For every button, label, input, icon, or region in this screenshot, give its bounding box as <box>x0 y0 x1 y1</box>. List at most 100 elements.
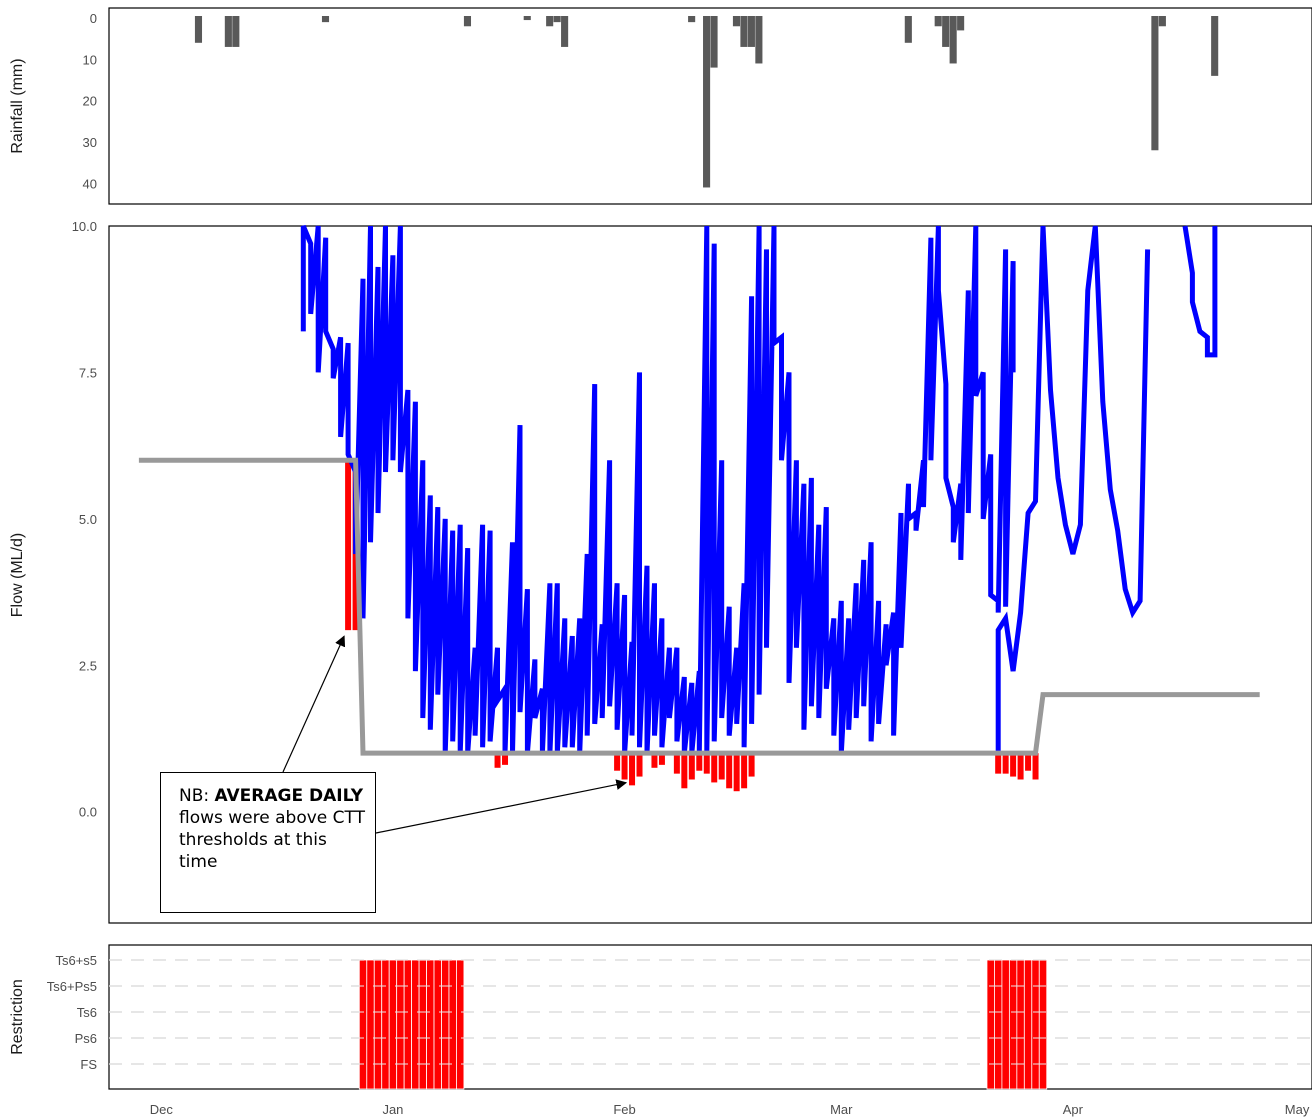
restriction-level-label: Ts6+Ps5 <box>47 979 97 994</box>
rainfall-bar <box>232 16 240 47</box>
exceedance-bar <box>703 753 710 774</box>
exceedance-bar <box>629 753 636 786</box>
flow-line <box>1182 225 1218 358</box>
exceedance-bar <box>726 753 733 789</box>
rainfall-y-tick: 30 <box>83 135 97 150</box>
rainfall-bars <box>194 16 1219 188</box>
x-tick-dec: Dec <box>150 1102 174 1117</box>
flow-y-tick: 0.0 <box>79 805 97 820</box>
restriction-bar <box>366 959 375 1090</box>
rainfall-bar <box>463 16 472 27</box>
rainfall-bar <box>934 16 942 27</box>
rainfall-bar <box>703 16 711 188</box>
exceedance-bar <box>741 753 748 789</box>
restriction-bars <box>109 959 1312 1090</box>
exceedance-bar <box>748 753 755 777</box>
annotation-bold: AVERAGE DAILY <box>214 786 364 806</box>
restriction-bar <box>411 959 420 1090</box>
annotation-arrow-2 <box>375 779 628 834</box>
rainfall-bar <box>321 16 330 23</box>
restriction-bar <box>1001 959 1010 1090</box>
restriction-level-labels: Ts6+s5 Ts6+Ps5 Ts6 Ps6 FS <box>47 953 98 1072</box>
exceedance-bar <box>1017 753 1024 780</box>
exceedance-bar <box>1010 753 1017 777</box>
restriction-bar <box>1023 959 1033 1090</box>
restriction-bar <box>381 959 390 1090</box>
restriction-bar <box>448 959 457 1090</box>
restriction-bar <box>403 959 413 1090</box>
restriction-level-label: Ps6 <box>75 1031 97 1046</box>
threshold-line <box>138 457 1260 756</box>
restriction-bar <box>396 959 405 1090</box>
restriction-bar <box>373 959 383 1090</box>
exceedance-bar <box>688 753 695 780</box>
exceedance-bar <box>711 753 718 783</box>
rainfall-bar <box>1158 16 1166 27</box>
exceedance-bar <box>636 753 643 777</box>
restriction-level-label: Ts6 <box>77 1005 97 1020</box>
restriction-bar <box>1008 959 1018 1090</box>
rainfall-bar <box>949 16 957 64</box>
exceedance-bar <box>651 753 658 768</box>
rainfall-bar <box>1151 16 1159 151</box>
restriction-level-label: FS <box>80 1057 97 1072</box>
flow-y-tick: 5.0 <box>79 512 97 527</box>
annotation-suffix: flows were above CTT thresholds at this … <box>179 808 365 872</box>
rainfall-bar <box>710 16 718 68</box>
rainfall-bar <box>942 16 950 47</box>
flow-line <box>300 225 1016 754</box>
flow-y-axis-label: Flow (ML/d) <box>9 533 26 617</box>
exceedance-bar <box>995 753 1002 774</box>
restriction-bar <box>358 959 368 1090</box>
restriction-bar <box>433 959 442 1090</box>
flow-line <box>995 225 1151 754</box>
restriction-bar <box>1038 959 1048 1090</box>
flow-lines <box>300 225 1218 754</box>
restriction-bar <box>1016 959 1025 1090</box>
exceedance-bar <box>614 753 621 771</box>
exceedance-bar <box>673 753 680 774</box>
x-tick-mar: Mar <box>830 1102 853 1117</box>
flow-y-ticks: 0.0 2.5 5.0 7.5 10.0 <box>72 219 97 820</box>
rainfall-panel: 0 10 20 30 40 Rainfall (mm) <box>9 7 1312 205</box>
annotation-note: NB: AVERAGE DAILY flows were above CTT t… <box>160 772 376 913</box>
restriction-bar <box>426 959 435 1090</box>
rainfall-bar <box>957 16 965 31</box>
rainfall-bar <box>224 16 232 47</box>
rainfall-y-tick: 40 <box>83 176 97 191</box>
restriction-panel: Ts6+s5 Ts6+Ps5 Ts6 Ps6 FS Restriction <box>9 944 1312 1090</box>
flow-y-tick: 2.5 <box>79 658 97 673</box>
restriction-bar <box>441 959 450 1090</box>
x-axis-ticks: Dec Jan Feb Mar Apr May <box>150 1102 1310 1117</box>
exceedance-bar <box>696 753 703 771</box>
exceedance-bar <box>502 753 509 765</box>
rainfall-bar <box>561 16 569 47</box>
exceedance-bar <box>621 753 628 780</box>
exceedance-bar <box>1032 753 1039 780</box>
exceedance-bar <box>1025 753 1032 771</box>
restriction-y-axis-label: Restriction <box>9 979 26 1055</box>
restriction-level-label: Ts6+s5 <box>55 953 97 968</box>
restriction-bar <box>456 959 465 1090</box>
rainfall-bar <box>688 16 696 23</box>
exceedance-bar <box>1002 753 1009 774</box>
restriction-bar <box>994 959 1003 1090</box>
flow-y-tick: 10.0 <box>72 219 97 234</box>
restriction-bar <box>986 959 995 1090</box>
rainfall-y-tick: 0 <box>90 11 97 26</box>
rainfall-y-tick: 20 <box>83 94 97 109</box>
rainfall-y-ticks: 0 10 20 30 40 <box>83 11 97 191</box>
rainfall-bar <box>755 16 763 64</box>
rainfall-bar <box>1211 16 1219 76</box>
exceedance-bar <box>681 753 688 789</box>
restriction-bar <box>418 959 427 1090</box>
rainfall-bar <box>747 16 755 47</box>
rainfall-y-axis-label: Rainfall (mm) <box>9 58 26 153</box>
restriction-plot-area <box>108 944 1312 1090</box>
rainfall-bar <box>523 16 531 21</box>
exceedance-bar <box>345 460 352 631</box>
annotation-arrow-1 <box>282 635 346 773</box>
rainfall-bar <box>740 16 748 47</box>
threshold-line-path <box>138 457 1260 756</box>
